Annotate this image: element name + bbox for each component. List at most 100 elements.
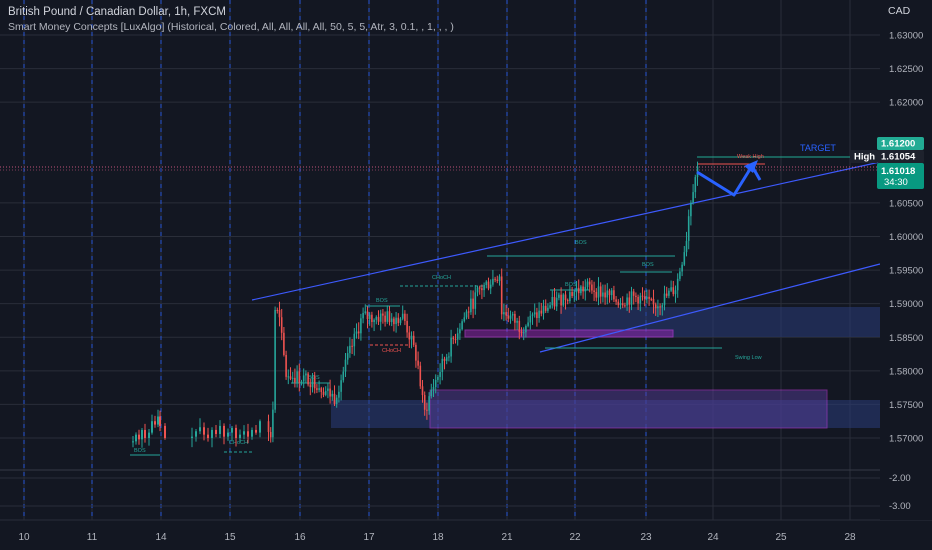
- candle-body: [580, 286, 582, 294]
- candle-body: [692, 192, 694, 203]
- candle-body: [415, 344, 417, 361]
- candle-body: [419, 365, 422, 387]
- candle-body: [595, 291, 598, 298]
- candle-body: [351, 345, 353, 347]
- candle-body: [366, 311, 369, 320]
- candle-body: [285, 354, 287, 377]
- candle-body: [628, 297, 631, 305]
- candle-body: [558, 294, 560, 298]
- candle-body: [560, 294, 562, 306]
- price-tick-label: 1.58000: [889, 366, 923, 377]
- candle-body: [553, 296, 556, 307]
- candle-body: [511, 313, 514, 316]
- demand-zone-lower: [331, 400, 880, 428]
- candle-body: [472, 298, 474, 309]
- price-tick-label: 1.63000: [889, 31, 923, 42]
- candle-body: [322, 391, 325, 395]
- price-tick-label: 1.59000: [889, 299, 923, 310]
- badge-last-bg: [877, 163, 924, 189]
- symbol-title[interactable]: British Pound / Canadian Dollar, 1h, FXC…: [8, 6, 226, 18]
- candle-body: [478, 287, 481, 289]
- channel-lower-line: [539, 263, 881, 353]
- price-tick-label: 1.62500: [889, 64, 923, 75]
- candle-body: [148, 432, 150, 438]
- candle-body: [443, 358, 446, 361]
- candle-body: [604, 292, 606, 298]
- candle-body: [368, 314, 371, 320]
- candle-body: [316, 388, 318, 390]
- candle-body: [516, 320, 518, 323]
- candle-body: [531, 314, 534, 316]
- candle-body: [588, 281, 591, 285]
- candle-body: [439, 371, 441, 377]
- candle-body: [654, 304, 657, 309]
- candle-body: [613, 290, 615, 300]
- candle-body: [687, 216, 690, 241]
- projection-arrow: TARGET: [696, 143, 836, 197]
- candle-body: [388, 311, 391, 323]
- candle-body: [663, 293, 666, 306]
- oscillator-tick-label: -3.00: [889, 501, 911, 512]
- candle-body: [465, 311, 468, 318]
- candle-body: [615, 299, 617, 302]
- candle-body: [496, 279, 499, 281]
- candle-body: [432, 387, 435, 390]
- candle-body: [360, 318, 362, 334]
- candle-body: [683, 252, 686, 265]
- time-tick-label: 25: [775, 532, 787, 543]
- candle-body: [690, 202, 692, 217]
- candle-body: [274, 309, 276, 410]
- candle-body: [681, 264, 683, 272]
- candle-body: [509, 315, 512, 319]
- target-label: TARGET: [800, 143, 836, 153]
- candle-body: [364, 311, 367, 313]
- candle-body: [404, 313, 406, 321]
- candle-body: [487, 281, 490, 289]
- candle-body: [428, 396, 430, 411]
- channel-upper-line: [251, 161, 881, 301]
- candle-body: [470, 298, 472, 313]
- candle-body: [672, 287, 675, 295]
- candle-body: [164, 425, 166, 438]
- structure-label: BOS: [376, 298, 388, 304]
- candle-body: [338, 391, 340, 398]
- candle-body: [619, 303, 622, 306]
- structure-label: BOS: [134, 448, 146, 454]
- candle-body: [211, 429, 213, 438]
- indicator-legend[interactable]: Smart Money Concepts [LuxAlgo] (Historic…: [8, 21, 454, 33]
- candle-body: [450, 337, 452, 357]
- candle-body: [582, 286, 584, 292]
- candle-body: [382, 313, 384, 316]
- candle-body: [199, 427, 201, 432]
- candle-body: [445, 357, 448, 361]
- candle-body: [375, 316, 378, 320]
- candle-body: [423, 395, 426, 410]
- candle-body: [599, 286, 602, 297]
- candle-body: [538, 310, 540, 319]
- candle-body: [386, 311, 389, 322]
- candle-body: [434, 379, 437, 388]
- candle-body: [141, 429, 143, 440]
- candle-body: [223, 425, 225, 437]
- candle-body: [547, 307, 549, 311]
- candle-body: [421, 386, 424, 396]
- candle-body: [544, 305, 547, 311]
- candle-body: [333, 393, 336, 404]
- price-tick-label: 1.60000: [889, 232, 923, 243]
- candle-body: [542, 305, 545, 314]
- candle-body: [597, 286, 600, 298]
- candle-body: [527, 322, 529, 326]
- candle-body: [399, 318, 402, 323]
- projection-arrowhead: [744, 160, 758, 173]
- candle-body: [307, 373, 309, 385]
- structure-label: BOS: [575, 240, 587, 246]
- projection-path: [696, 164, 762, 197]
- candle-body: [318, 388, 320, 390]
- candle-body: [327, 388, 329, 391]
- structure-label: CHoCH: [382, 348, 401, 354]
- candle-body: [259, 421, 261, 433]
- candle-body: [207, 434, 209, 438]
